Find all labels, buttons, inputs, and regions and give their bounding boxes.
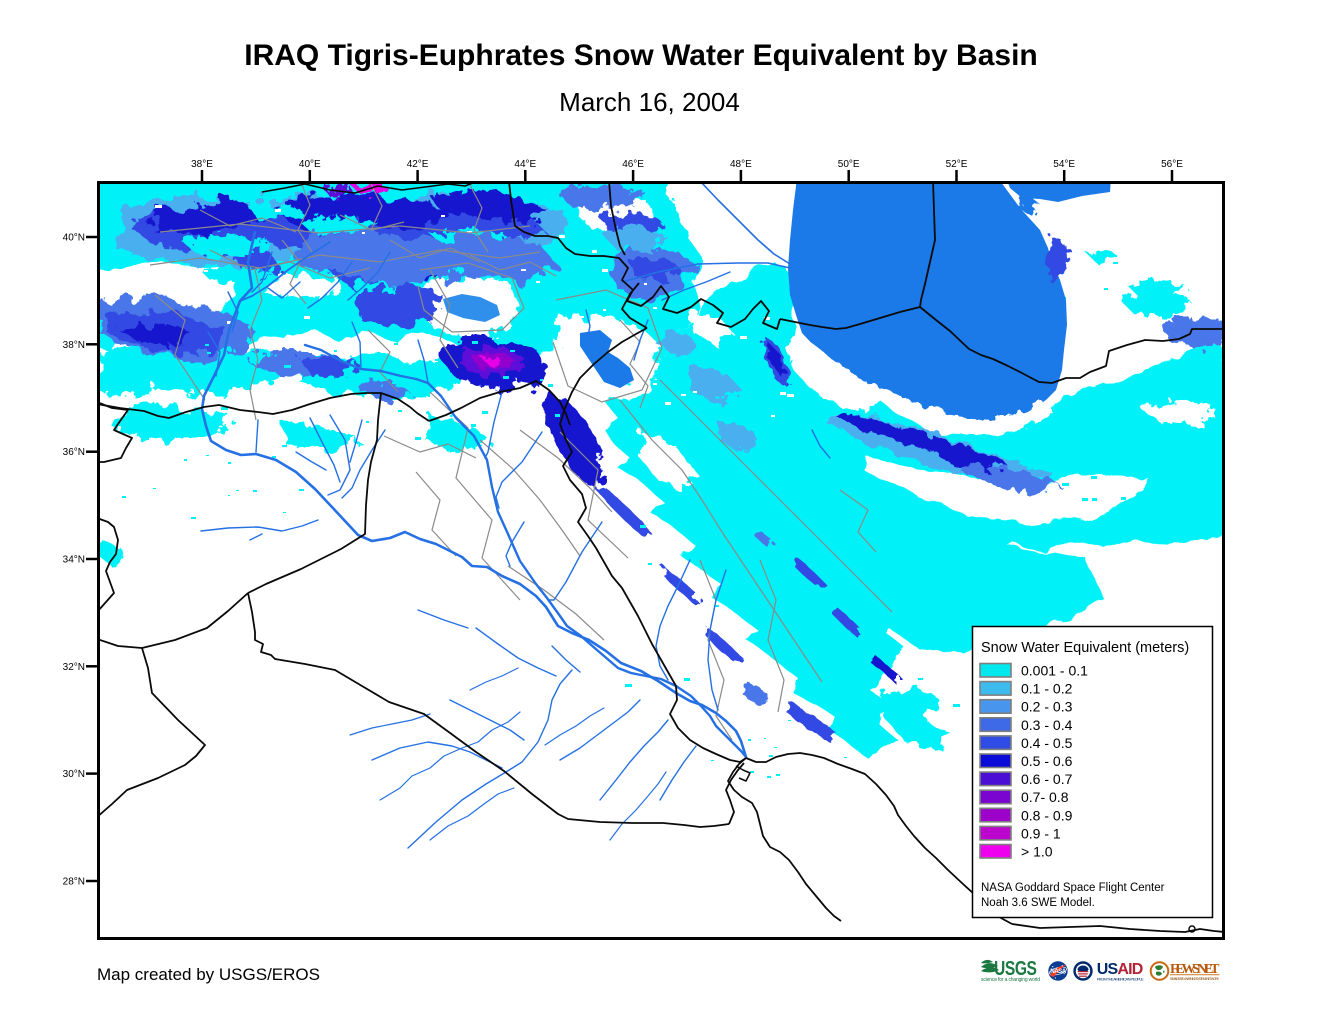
svg-text:56°E: 56°E — [1161, 159, 1183, 170]
svg-text:36°N: 36°N — [63, 447, 85, 458]
svg-text:NASA Goddard Space Flight Cent: NASA Goddard Space Flight Center — [981, 882, 1165, 894]
svg-text:52°E: 52°E — [946, 159, 968, 170]
svg-text:0.2 - 0.3: 0.2 - 0.3 — [1021, 699, 1073, 715]
svg-text:science for a changing world: science for a changing world — [981, 977, 1040, 983]
svg-text:Snow Water Equivalent (meters): Snow Water Equivalent (meters) — [981, 640, 1189, 656]
svg-text:0.9 - 1: 0.9 - 1 — [1021, 825, 1061, 841]
svg-text:34°N: 34°N — [63, 555, 85, 566]
svg-text:48°E: 48°E — [730, 159, 752, 170]
svg-text:44°E: 44°E — [514, 159, 536, 170]
svg-text:50°E: 50°E — [838, 159, 860, 170]
svg-text:0.5 - 0.6: 0.5 - 0.6 — [1021, 753, 1073, 769]
svg-text:0.4 - 0.5: 0.4 - 0.5 — [1021, 735, 1073, 751]
svg-text:54°E: 54°E — [1053, 159, 1075, 170]
svg-text:38°E: 38°E — [191, 159, 213, 170]
svg-text:0.8 - 0.9: 0.8 - 0.9 — [1021, 807, 1073, 823]
svg-text:32°N: 32°N — [63, 662, 85, 673]
svg-text:28°N: 28°N — [63, 877, 85, 888]
svg-text:NASA: NASA — [1050, 968, 1067, 975]
svg-text:FEWS NET: FEWS NET — [1170, 962, 1220, 977]
svg-text:40°E: 40°E — [299, 159, 321, 170]
svg-text:0.3 - 0.4: 0.3 - 0.4 — [1021, 717, 1073, 733]
svg-text:USAID: USAID — [1097, 961, 1143, 978]
svg-text:40°N: 40°N — [63, 233, 85, 244]
svg-text:FROM THE AMERICAN PEOPLE: FROM THE AMERICAN PEOPLE — [1097, 976, 1144, 981]
svg-text:> 1.0: > 1.0 — [1021, 844, 1053, 860]
svg-text:0.6 - 0.7: 0.6 - 0.7 — [1021, 771, 1073, 787]
svg-text:0.001 - 0.1: 0.001 - 0.1 — [1021, 663, 1088, 679]
svg-text:42°E: 42°E — [407, 159, 429, 170]
svg-text:46°E: 46°E — [622, 159, 644, 170]
svg-text:30°N: 30°N — [63, 769, 85, 780]
svg-text:38°N: 38°N — [63, 340, 85, 351]
svg-text:0.1 - 0.2: 0.1 - 0.2 — [1021, 681, 1073, 697]
svg-text:0.7- 0.8: 0.7- 0.8 — [1021, 789, 1069, 805]
svg-text:USGS: USGS — [994, 957, 1037, 979]
svg-text:FAMINE EARLY WARNING SYSTEMS N: FAMINE EARLY WARNING SYSTEMS NETWORK — [1170, 977, 1220, 981]
svg-text:Noah 3.6 SWE Model.: Noah 3.6 SWE Model. — [981, 897, 1095, 909]
